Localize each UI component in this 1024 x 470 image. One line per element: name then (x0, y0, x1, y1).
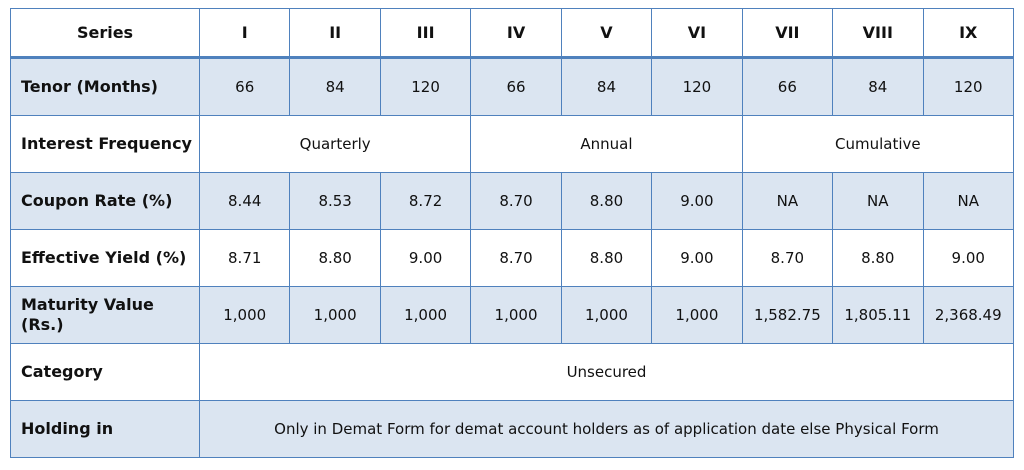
cell: 66 (198, 57, 291, 116)
table-row: Category Unsecured (10, 343, 1014, 401)
cell: 9.00 (651, 172, 743, 230)
cell: 1,000 (289, 286, 381, 344)
row-label: Coupon Rate (%) (10, 172, 200, 230)
row-label: Maturity Value (Rs.) (10, 286, 200, 344)
header-cell: Series (10, 8, 200, 59)
header-cell: III (379, 8, 472, 59)
table-row: Holding in Only in Demat Form for demat a… (10, 400, 1014, 458)
cell: 8.80 (832, 229, 924, 287)
header-row: Series I II III IV V VI VII VIII IX (10, 8, 1014, 59)
cell: Cumulative (741, 115, 1015, 173)
header-cell: II (289, 8, 381, 59)
cell: 1,000 (560, 286, 653, 344)
row-label: Tenor (Months) (10, 57, 200, 116)
cell: 120 (379, 57, 472, 116)
header-cell: VII (741, 8, 834, 59)
cell: 9.00 (922, 229, 1014, 287)
cell: 1,000 (198, 286, 291, 344)
cell: 1,000 (379, 286, 472, 344)
table-row: Tenor (Months) 66 84 120 66 84 120 66 84 120 (10, 57, 1014, 116)
cell: Only in Demat Form for demat account hol… (199, 400, 1014, 458)
cell: 8.70 (470, 172, 562, 230)
page: Series I II III IV V VI VII VIII IX Tenor (Months)… (0, 8, 1024, 470)
row-label: Category (10, 343, 200, 401)
cell: NA (922, 172, 1014, 230)
cell: 8.71 (198, 229, 291, 287)
cell: 8.72 (379, 172, 472, 230)
cell: 66 (741, 57, 834, 116)
header-cell: I (198, 8, 291, 59)
header-cell: IX (922, 8, 1014, 59)
cell: 8.80 (560, 229, 653, 287)
cell: 8.53 (289, 172, 381, 230)
table-row: Coupon Rate (%) 8.44 8.53 8.72 8.70 8.80 9.00 N… (10, 172, 1014, 230)
cell: 9.00 (379, 229, 472, 287)
cell: NA (832, 172, 924, 230)
cell: NA (741, 172, 834, 230)
cell: 8.44 (198, 172, 291, 230)
cell: 2,368.49 (922, 286, 1014, 344)
cell: 9.00 (651, 229, 743, 287)
row-label: Holding in (10, 400, 200, 458)
cell: 1,000 (651, 286, 743, 344)
table-row: Interest Frequency Quarterly Annual Cumulat… (10, 115, 1015, 173)
cell: Annual (470, 115, 743, 173)
header-cell: VI (651, 8, 743, 59)
table-body: Series I II III IV V VI VII VIII IX Tenor (Months)… (10, 8, 1015, 458)
cell: 120 (922, 57, 1014, 116)
cell: 1,582.75 (741, 286, 834, 344)
cell: 8.80 (560, 172, 653, 230)
table-row: Effective Yield (%) 8.71 8.80 9.00 8.70 8.80 9… (10, 229, 1014, 287)
cell: 84 (832, 57, 924, 116)
cell: 8.80 (289, 229, 381, 287)
cell: Quarterly (198, 115, 472, 173)
cell: 84 (560, 57, 653, 116)
cell: 66 (470, 57, 562, 116)
header-cell: V (560, 8, 653, 59)
cell: 1,805.11 (832, 286, 924, 344)
row-label: Effective Yield (%) (10, 229, 200, 287)
cell: 1,000 (470, 286, 562, 344)
cell: 120 (651, 57, 743, 116)
table-row: Maturity Value (Rs.) 1,000 1,000 1,000 1,000… (10, 286, 1014, 344)
cell: 8.70 (470, 229, 562, 287)
cell: Unsecured (199, 343, 1014, 401)
series-table: Series I II III IV V VI VII VIII IX Tenor (Months)… (10, 8, 1015, 458)
cell: 84 (289, 57, 381, 116)
cell: 8.70 (741, 229, 834, 287)
row-label: Interest Frequency (10, 115, 200, 173)
header-cell: IV (470, 8, 562, 59)
header-cell: VIII (832, 8, 924, 59)
